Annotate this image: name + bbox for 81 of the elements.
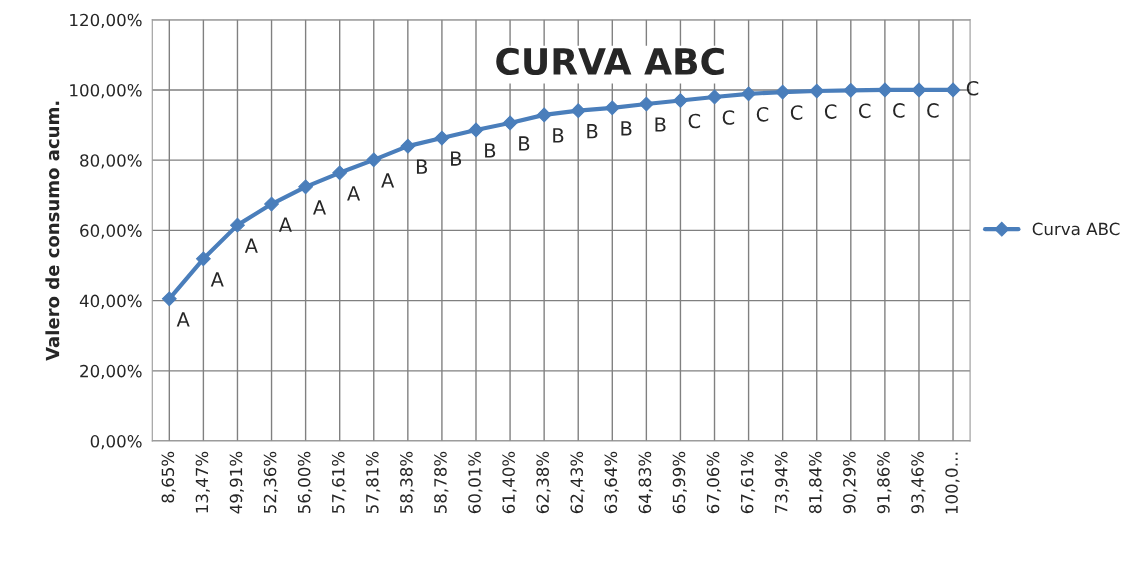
y-tick-label: 80,00%: [80, 154, 142, 169]
x-tick-label: 67,61%: [740, 451, 756, 514]
annotation: B: [621, 121, 632, 136]
point: [707, 89, 722, 105]
annotation: C: [688, 113, 701, 129]
point: [298, 179, 314, 195]
x-tick-label: 90,29%: [843, 451, 858, 514]
annotation: B: [553, 128, 564, 143]
annotation: B: [485, 143, 496, 158]
x-tick-label: 91,86%: [877, 451, 892, 514]
point: [741, 86, 756, 102]
point: [536, 107, 552, 123]
x-tick-label: 93,46%: [911, 451, 926, 514]
x-tick-label: 73,94%: [774, 451, 790, 513]
annotation: B: [416, 159, 428, 174]
annotation: B: [655, 117, 666, 132]
point: [843, 82, 859, 98]
x-tick-label: 67,06%: [706, 451, 722, 514]
annotation: C: [722, 110, 735, 125]
x-tick-label: 57,81%: [366, 451, 381, 514]
annotation: C: [756, 106, 769, 122]
x-tick-label: 61,40%: [502, 451, 517, 514]
annotation: C: [859, 103, 871, 119]
x-tick-label: 52,36%: [263, 451, 279, 514]
point: [673, 93, 688, 108]
point: [434, 130, 450, 146]
y-tick-label: 0,00%: [90, 435, 142, 450]
x-tick-label: 56,00%: [297, 451, 313, 514]
point: [604, 100, 620, 116]
point: [196, 251, 211, 267]
annotation: A: [210, 272, 224, 287]
x-tick-label: 60,01%: [468, 451, 483, 514]
x-tick-label: 81,84%: [808, 451, 824, 514]
text: CURVA ABC: [496, 47, 724, 76]
annotation: A: [278, 217, 292, 232]
point: [570, 103, 586, 119]
x-tick-label: 100,0…: [945, 452, 960, 514]
point: [332, 165, 348, 181]
annotation: B: [451, 151, 462, 166]
point: [400, 138, 416, 154]
annotation: B: [519, 136, 530, 151]
annotation: B: [587, 124, 598, 139]
point: [161, 291, 177, 307]
annotation: C: [824, 104, 837, 119]
x-tick-label: 58,38%: [400, 451, 415, 514]
point: [264, 196, 279, 212]
x-tick-label: 62,38%: [536, 451, 551, 514]
legend-label: Curva ABC: [1032, 222, 1120, 236]
annotation: C: [790, 105, 803, 120]
x-tick-label: 49,91%: [229, 451, 244, 514]
y-axis-title: Valero de consumo acum.: [45, 101, 60, 361]
annotation: A: [176, 312, 190, 327]
x-tick-label: 13,47%: [195, 451, 210, 513]
y-tick-label: 40,00%: [79, 294, 142, 309]
point: [230, 217, 245, 233]
x-tick-label: 8,65%: [161, 451, 176, 503]
point: [945, 82, 961, 98]
point: [877, 82, 893, 98]
y-tick-label: 20,00%: [80, 364, 142, 380]
annotation: A: [313, 200, 326, 215]
annotation: C: [927, 103, 939, 118]
x-tick-label: 65,99%: [672, 451, 687, 514]
point: [638, 96, 654, 112]
point: [809, 83, 825, 99]
annotation: A: [347, 186, 361, 201]
point: [502, 115, 518, 131]
annotation: C: [893, 103, 905, 118]
point: [366, 152, 382, 168]
y-tick-label: 100,00%: [70, 83, 142, 99]
y-tick-label: 120,00%: [70, 13, 142, 29]
annotation: C: [966, 80, 979, 96]
x-tick-label: 63,64%: [604, 451, 619, 514]
x-tick-label: 57,61%: [331, 451, 347, 514]
x-tick-label: 64,83%: [638, 451, 653, 514]
point: [911, 82, 927, 98]
y-tick-label: 60,00%: [80, 224, 142, 239]
x-tick-label: 58,78%: [434, 451, 449, 514]
annotation: A: [381, 173, 395, 188]
x-tick-label: 62,43%: [570, 451, 585, 514]
annotation: A: [244, 238, 258, 253]
point: [468, 122, 484, 138]
